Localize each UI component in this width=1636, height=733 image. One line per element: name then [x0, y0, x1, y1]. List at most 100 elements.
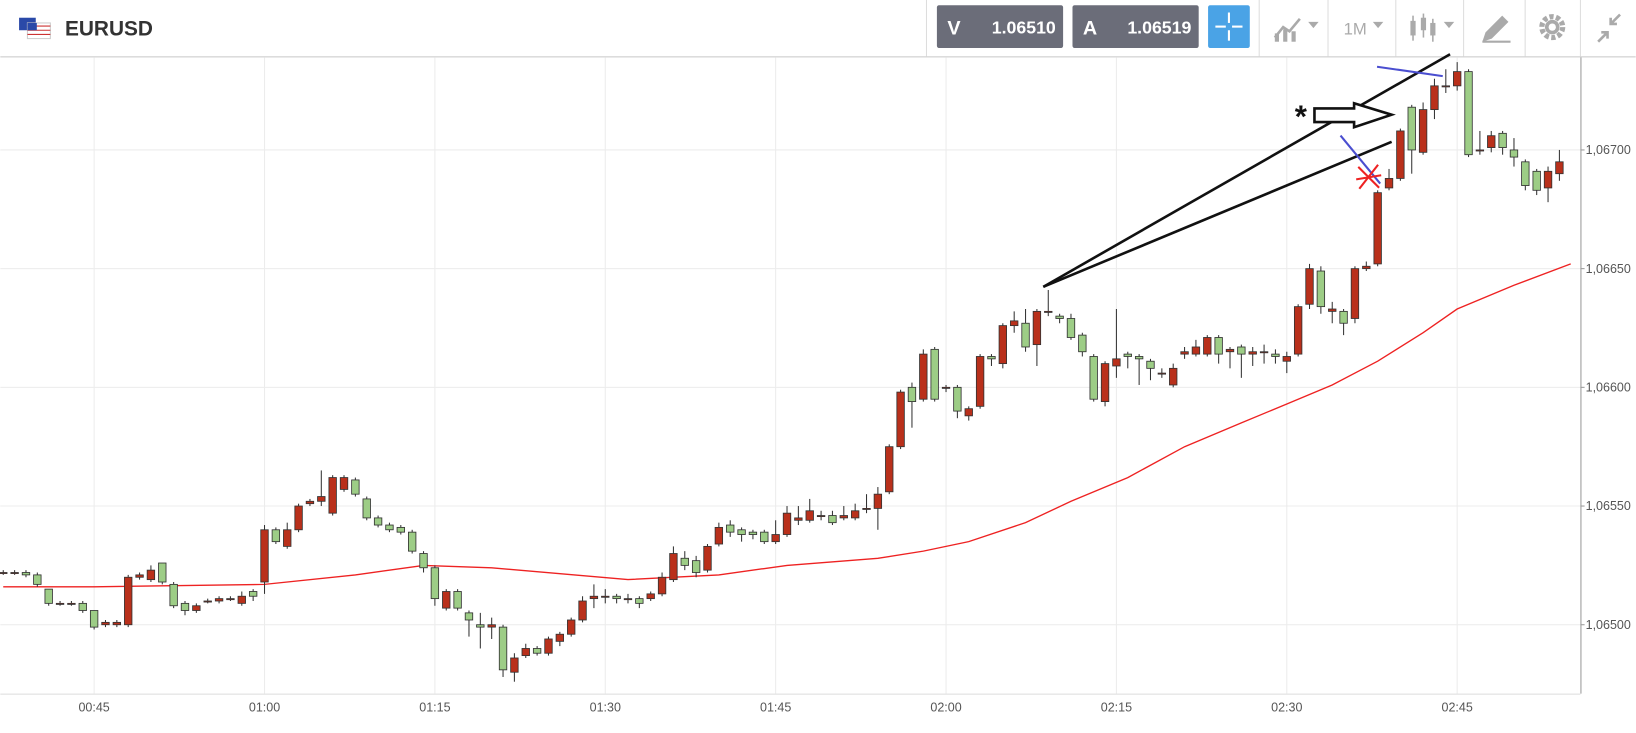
- candle-body: [805, 510, 814, 521]
- candle-body: [89, 610, 99, 628]
- candle-body: [1191, 346, 1201, 355]
- symbol: EURUSD: [65, 17, 153, 40]
- candle-body: [987, 356, 996, 360]
- y-tick-label: 1,06550: [1586, 499, 1631, 513]
- candle-body: [1134, 356, 1144, 360]
- candle-body: [328, 477, 337, 514]
- buy-price: 1.06519: [1127, 17, 1191, 37]
- candle-body: [737, 529, 746, 535]
- candle-body: [919, 353, 928, 400]
- candle-body: [271, 529, 281, 543]
- candle-body: [1112, 358, 1121, 367]
- candle-body: [635, 598, 644, 604]
- candle-body: [1521, 161, 1530, 186]
- y-tick-label: 1,06650: [1586, 262, 1631, 276]
- sell-button[interactable]: V 1.06510: [936, 5, 1064, 48]
- candle-body: [453, 591, 462, 609]
- candle-body: [260, 529, 269, 583]
- indicators-button[interactable]: [1273, 17, 1319, 42]
- candle-body: [646, 593, 655, 600]
- axis-labels: 1,06500 1,06550 1,06600 1,06650 1,06700 00:45…: [78, 143, 1630, 714]
- candle-body: [33, 574, 42, 585]
- candle-body: [203, 600, 212, 603]
- candle-body: [930, 348, 939, 400]
- candle-body: [55, 602, 65, 605]
- candle-body: [1328, 308, 1337, 312]
- timeframe-button[interactable]: 1M: [1344, 19, 1384, 38]
- chart-type-button[interactable]: [1410, 13, 1455, 42]
- candle-body: [1237, 346, 1246, 355]
- candle-body: [78, 602, 87, 611]
- candle-body: [964, 408, 973, 417]
- candle-body: [317, 496, 326, 502]
- candle-body: [612, 595, 621, 600]
- candle-body: [476, 624, 485, 628]
- candle-body: [1532, 170, 1541, 191]
- candle-body: [339, 477, 349, 490]
- candle-body: [192, 605, 201, 611]
- candle-body: [124, 576, 133, 626]
- candles: [0, 62, 1564, 682]
- candle-body: [1259, 351, 1269, 354]
- candle-body: [1350, 268, 1360, 319]
- candle-body: [385, 524, 394, 531]
- crosshair-button[interactable]: [1208, 5, 1250, 48]
- candle-body: [1225, 348, 1235, 353]
- arrow: [1313, 101, 1396, 130]
- toolbar: [0, 0, 1636, 57]
- candle-body: [362, 498, 371, 519]
- candle-body: [885, 446, 894, 493]
- candle-body: [44, 588, 53, 604]
- x-tick-label: 02:15: [1101, 700, 1132, 714]
- settings-button[interactable]: [1539, 14, 1566, 41]
- candle-body: [146, 569, 156, 581]
- candle-body: [487, 624, 496, 628]
- candle-body: [1066, 318, 1076, 338]
- candle-body: [669, 553, 678, 581]
- candle-body: [521, 648, 530, 657]
- candle-body: [794, 517, 803, 521]
- draw-button[interactable]: [1482, 15, 1511, 43]
- candle-body: [680, 557, 689, 566]
- candle-body: [442, 591, 451, 609]
- candle-body: [1055, 315, 1064, 319]
- candle-body: [21, 572, 31, 576]
- candle-body: [589, 595, 599, 600]
- candle-body: [510, 657, 519, 673]
- y-tick-label: 1,06500: [1586, 618, 1631, 632]
- candle-body: [396, 526, 405, 533]
- candle-body: [1032, 310, 1042, 346]
- x-tick-label: 02:00: [930, 700, 961, 714]
- candle-body: [714, 526, 724, 545]
- sell-price: 1.06510: [992, 17, 1056, 37]
- candle-body: [1078, 334, 1087, 353]
- candle-body: [1430, 85, 1439, 111]
- timeframe: 1M: [1344, 19, 1367, 38]
- collapse-button[interactable]: [1597, 13, 1621, 43]
- candle-body: [1464, 71, 1473, 156]
- candle-body: [1089, 356, 1098, 400]
- candle-body: [1339, 310, 1348, 324]
- candle-body: [10, 572, 19, 574]
- x-tick-label: 02:45: [1442, 700, 1473, 714]
- candle-body: [760, 531, 769, 543]
- candle-body: [1453, 71, 1462, 87]
- moving-average-layer: [3, 263, 1571, 588]
- candle-body: [1044, 310, 1053, 313]
- candle-body: [998, 325, 1007, 365]
- candle-body: [1248, 351, 1257, 355]
- candle-body: [1555, 161, 1564, 175]
- candle-body: [1362, 265, 1371, 270]
- candle-body: [464, 612, 474, 621]
- candle-body: [828, 515, 837, 524]
- buy-label: A: [1083, 17, 1097, 39]
- buy-button[interactable]: A 1.06519: [1072, 5, 1199, 48]
- candle-body: [1498, 132, 1507, 148]
- candle-body: [408, 531, 417, 552]
- candle-body: [532, 648, 542, 654]
- x-tick-label: 00:45: [78, 700, 109, 714]
- candle-body: [953, 386, 962, 412]
- candle-body: [237, 595, 246, 604]
- candle-body: [1407, 106, 1416, 151]
